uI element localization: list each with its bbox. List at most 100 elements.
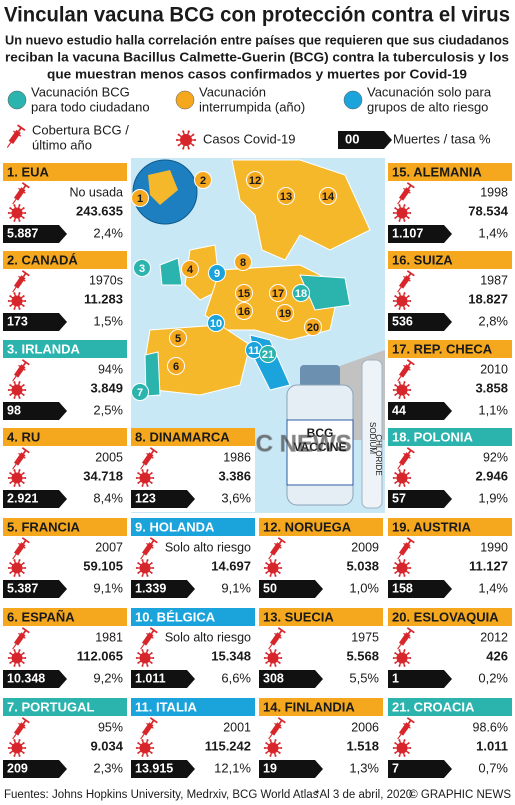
virus-tip <box>263 657 266 659</box>
virus-tip <box>13 559 16 562</box>
syringe-icon <box>140 447 158 470</box>
virus-tip <box>394 751 397 754</box>
death-rate: 1,5% <box>93 313 123 328</box>
virus-core <box>139 562 151 574</box>
virus-icon <box>263 739 283 757</box>
cases: 11.283 <box>84 291 123 306</box>
country-name: 21. CROACIA <box>392 699 475 714</box>
cases: 9.034 <box>90 738 123 753</box>
coverage: 1986 <box>223 450 251 464</box>
country-name: 15. ALEMANIA <box>392 164 482 179</box>
virus-tip <box>13 396 16 399</box>
virus-tip <box>398 469 401 472</box>
deaths: 57 <box>392 491 406 505</box>
deaths-box <box>3 760 67 778</box>
country-name: 4. RU <box>7 429 40 444</box>
syringe-needle <box>268 553 273 560</box>
death-rate: 5,5% <box>349 670 379 685</box>
virus-tip <box>137 742 140 745</box>
syringe-needle <box>140 553 145 560</box>
card-header <box>131 698 255 716</box>
syringe-needle <box>397 286 402 293</box>
virus-tip <box>278 742 281 745</box>
death-rate: 9,2% <box>93 670 123 685</box>
card-header <box>388 428 512 446</box>
country-card: 5. FRANCIA 2007 59.105 5.387 9,1% <box>3 518 127 602</box>
syringe-needle <box>12 553 17 560</box>
country-name: 6. ESPAÑA <box>7 609 75 624</box>
cases: 426 <box>486 648 508 663</box>
virus-tip <box>18 381 21 384</box>
virus-icon <box>7 469 27 487</box>
card-header <box>3 163 127 181</box>
country-name: 11. ITALIA <box>135 699 197 714</box>
virus-tip <box>274 649 277 652</box>
syringe-wing <box>18 187 26 194</box>
virus-tip <box>9 661 12 664</box>
coverage: 2010 <box>480 362 508 376</box>
virus-tip <box>141 484 144 487</box>
cases: 3.386 <box>218 468 251 483</box>
map-marker <box>276 304 294 322</box>
death-rate: 2,4% <box>93 225 123 240</box>
virus-tip <box>135 747 138 749</box>
syringe-needle <box>140 643 145 650</box>
virus-icon <box>7 559 27 577</box>
virus-tip <box>22 304 25 307</box>
deaths-box <box>131 670 195 688</box>
virus-tip <box>392 212 395 214</box>
virus-tip <box>409 567 412 569</box>
virus-tip <box>278 661 281 664</box>
virus-tip <box>407 562 410 565</box>
country-card: 14. FINLANDIA 2006 1.518 19 1,3% <box>259 698 383 782</box>
virus-tip <box>146 754 149 757</box>
map-marker-label: 21 <box>262 349 274 361</box>
country-card: 6. ESPAÑA 1981 112.065 10.348 9,2% <box>3 608 127 692</box>
deaths-box <box>388 313 452 331</box>
land <box>159 257 183 286</box>
virus-tip <box>9 304 12 307</box>
virus-tip <box>9 751 12 754</box>
map-marker-label: 15 <box>238 288 250 300</box>
syringe-grip <box>149 447 158 454</box>
syringe-grip <box>21 627 30 634</box>
cases: 115.242 <box>205 738 251 753</box>
virus-icon <box>135 649 155 667</box>
virus-tip <box>22 751 25 754</box>
virus-tip <box>280 747 283 749</box>
syringe-wing <box>18 452 26 459</box>
virus-tip <box>278 571 281 574</box>
virus-core <box>396 652 408 664</box>
virus-icon <box>7 204 27 222</box>
virus-core <box>11 742 23 754</box>
map-marker-label: 16 <box>238 306 250 318</box>
country-card: 1. EUA No usada 243.635 5.887 2,4% <box>3 163 127 247</box>
country-name: 2. CANADÁ <box>7 252 78 267</box>
virus-tip <box>398 396 401 399</box>
syringe-needle <box>12 198 17 205</box>
coverage: 1990 <box>480 540 508 554</box>
virus-tip <box>18 219 21 222</box>
virus-tip <box>18 754 21 757</box>
virus-tip <box>177 144 180 147</box>
virus-tip <box>22 652 25 655</box>
card-header <box>388 251 512 269</box>
card-header <box>259 518 383 536</box>
virus-core <box>396 472 408 484</box>
virus-tip <box>13 469 16 472</box>
virus-tip <box>278 751 281 754</box>
virus-tip <box>146 469 149 472</box>
virus-tip <box>22 295 25 298</box>
virus-core <box>11 384 23 396</box>
cases: 34.718 <box>83 468 123 483</box>
virus-tip <box>182 130 185 133</box>
deaths-box <box>131 580 195 598</box>
country-name: 7. PORTUGAL <box>7 699 94 714</box>
map-marker <box>269 284 287 302</box>
deaths: 44 <box>392 403 406 417</box>
cases: 59.105 <box>83 558 123 573</box>
syringe-grip <box>21 717 30 724</box>
map-marker <box>277 187 295 205</box>
virus-tip <box>152 477 155 479</box>
syringe-icon <box>140 627 158 650</box>
